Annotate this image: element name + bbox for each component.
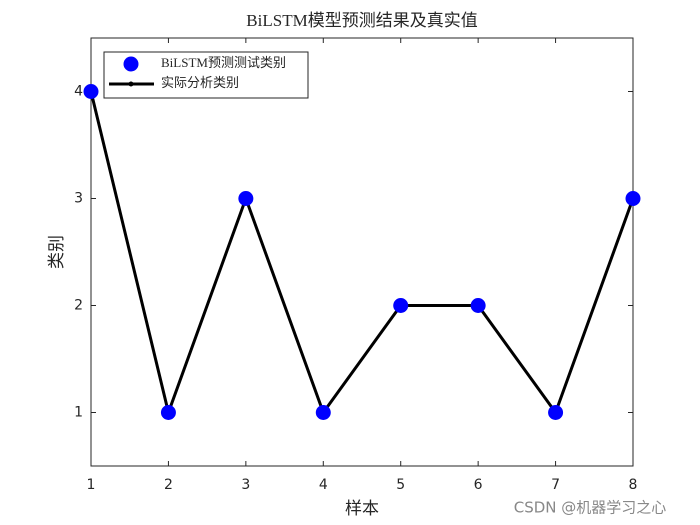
watermark: CSDN @机器学习之心 bbox=[514, 499, 667, 517]
x-tick-label: 1 bbox=[87, 477, 96, 493]
scatter-point bbox=[393, 298, 409, 313]
y-tick-label: 2 bbox=[74, 298, 83, 314]
x-tick-label: 2 bbox=[164, 477, 173, 493]
scatter-point bbox=[625, 191, 641, 206]
scatter-point bbox=[315, 405, 331, 420]
x-tick-label: 3 bbox=[241, 477, 250, 493]
x-tick-label: 5 bbox=[396, 477, 405, 493]
y-tick-label: 4 bbox=[74, 84, 83, 100]
chart-title: BiLSTM模型预测结果及真实值 bbox=[246, 11, 477, 30]
scatter-point bbox=[160, 405, 176, 420]
legend-label: 实际分析类别 bbox=[161, 75, 239, 90]
scatter-point bbox=[548, 405, 564, 420]
legend-marker bbox=[128, 81, 134, 87]
x-tick-label: 7 bbox=[551, 477, 560, 493]
series-line bbox=[89, 91, 635, 414]
x-tick-label: 8 bbox=[629, 477, 638, 493]
legend-box bbox=[103, 51, 309, 99]
scatter-point bbox=[83, 84, 99, 99]
y-tick-label: 1 bbox=[74, 405, 83, 421]
x-axis-label: 样本 bbox=[345, 499, 379, 518]
x-tick-label: 6 bbox=[474, 477, 483, 493]
scatter-point bbox=[238, 191, 254, 206]
legend-marker bbox=[123, 56, 139, 72]
y-axis-label: 类别 bbox=[47, 235, 66, 269]
scatter-point bbox=[470, 298, 486, 313]
x-tick-label: 4 bbox=[319, 477, 328, 493]
y-tick-label: 3 bbox=[74, 191, 83, 207]
legend-label: BiLSTM预测测试类别 bbox=[161, 55, 286, 70]
